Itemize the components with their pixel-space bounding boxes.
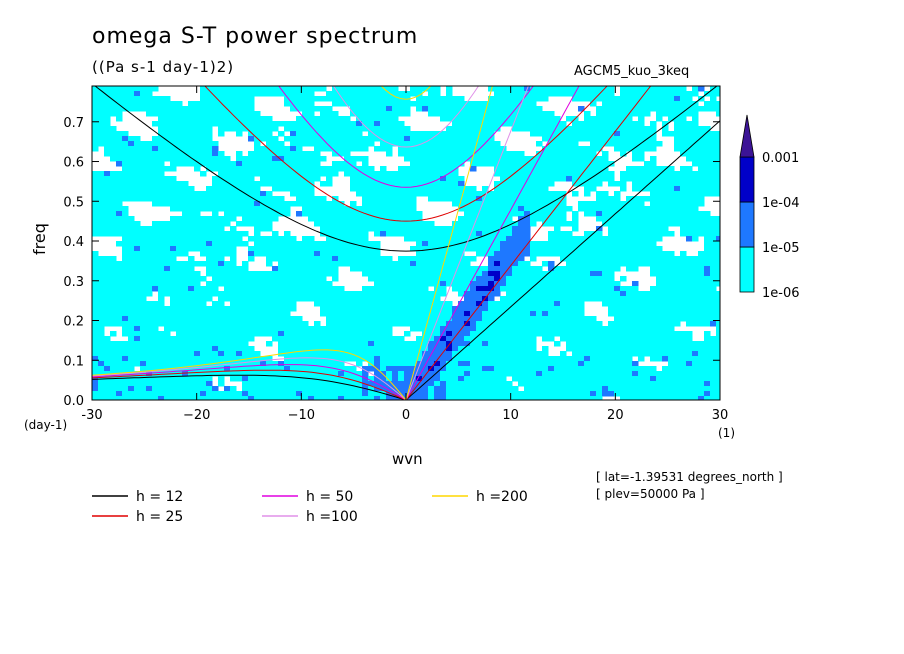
latitude-info: [ lat=-1.39531 degrees_north ] xyxy=(596,470,783,484)
colorbar-arrow xyxy=(739,114,755,158)
kelvin-curve-h25 xyxy=(405,86,652,400)
legend-item: h = 25 xyxy=(92,509,183,525)
legend-label: h =200 xyxy=(476,489,528,505)
gravity-curve-h50 xyxy=(278,86,534,188)
y-tick-label: 0.2 xyxy=(63,315,84,330)
x-tick-label: 30 xyxy=(712,408,729,423)
x-tick-label: −20 xyxy=(183,408,210,423)
y-tick-label: 0.6 xyxy=(63,156,84,171)
y-tick-label: 0.1 xyxy=(63,354,84,369)
kelvin-curve-h12 xyxy=(405,120,720,400)
legend-item: h =200 xyxy=(432,489,528,505)
rossby-curve-h100 xyxy=(92,357,407,400)
power-field xyxy=(92,86,720,400)
colorbar-label: 1e-05 xyxy=(762,241,800,256)
legend-item: h =100 xyxy=(262,509,358,525)
dispersion-curve-h12 xyxy=(92,86,720,400)
legend: h = 12 h = 25 h = 50 h =100 h =200 xyxy=(92,489,528,525)
gravity-curve-h200 xyxy=(380,86,432,100)
chart-units-subtitle: ((Pa s-1 day-1)2) xyxy=(92,58,235,76)
gravity-curve-h12 xyxy=(94,86,718,252)
rossby-curve-h50 xyxy=(92,364,407,400)
colorbar-label: 1e-04 xyxy=(762,196,800,211)
x-tick-label: 20 xyxy=(607,408,624,423)
legend-label: h = 50 xyxy=(306,489,353,505)
kelvin-curve-h200 xyxy=(405,86,494,400)
y-tick-label: 0.5 xyxy=(63,195,84,210)
kelvin-curve-h100 xyxy=(405,86,529,400)
kelvin-curve-h50 xyxy=(405,86,580,400)
legend-item: h = 50 xyxy=(262,489,353,505)
dispersion-curve-h25 xyxy=(92,86,652,400)
y-axis-unit: (day-1) xyxy=(24,418,68,432)
dispersion-curve-h50 xyxy=(92,86,580,400)
colorbar-label: 0.001 xyxy=(762,151,799,166)
dispersion-curve-h200 xyxy=(92,86,494,400)
gravity-curve-h25 xyxy=(204,86,608,222)
rossby-curve-h200 xyxy=(92,349,407,400)
x-tick-label: 0 xyxy=(402,408,410,423)
legend-label: h = 12 xyxy=(136,489,183,505)
dataset-label: AGCM5_kuo_3keq xyxy=(574,64,690,79)
gravity-curve-h100 xyxy=(332,86,480,148)
x-tick-label: −10 xyxy=(288,408,315,423)
dispersion-curve-h100 xyxy=(92,86,529,400)
rossby-curve-h12 xyxy=(92,374,407,400)
colorbar-label: 1e-06 xyxy=(762,286,800,301)
y-tick-label: 0.3 xyxy=(63,275,84,290)
chart-title: omega S-T power spectrum xyxy=(92,24,419,49)
y-tick-label: 0.0 xyxy=(63,394,84,409)
legend-label: h =100 xyxy=(306,509,358,525)
colorbar: 1e-06 1e-05 1e-04 0.001 xyxy=(739,114,800,301)
x-axis-unit: (1) xyxy=(718,426,735,440)
dispersion-curves xyxy=(92,86,720,400)
legend-item: h = 12 xyxy=(92,489,183,505)
axes: -30 −20 −10 0 10 20 30 0.0 0.1 0.2 0.3 0.4 0.5 0.6 0.7 xyxy=(63,86,728,423)
colorbar-segment xyxy=(739,156,755,203)
colorbar-segment xyxy=(739,201,755,248)
y-tick-label: 0.4 xyxy=(63,235,84,250)
colorbar-segment xyxy=(739,246,755,293)
x-axis-label: wvn xyxy=(392,450,423,468)
legend-label: h = 25 xyxy=(136,509,183,525)
pressure-level-info: [ plev=50000 Pa ] xyxy=(596,487,705,501)
rossby-curve-h25 xyxy=(92,369,407,400)
y-tick-label: 0.7 xyxy=(63,116,84,131)
x-tick-label: -30 xyxy=(81,408,102,423)
x-tick-label: 10 xyxy=(502,408,519,423)
